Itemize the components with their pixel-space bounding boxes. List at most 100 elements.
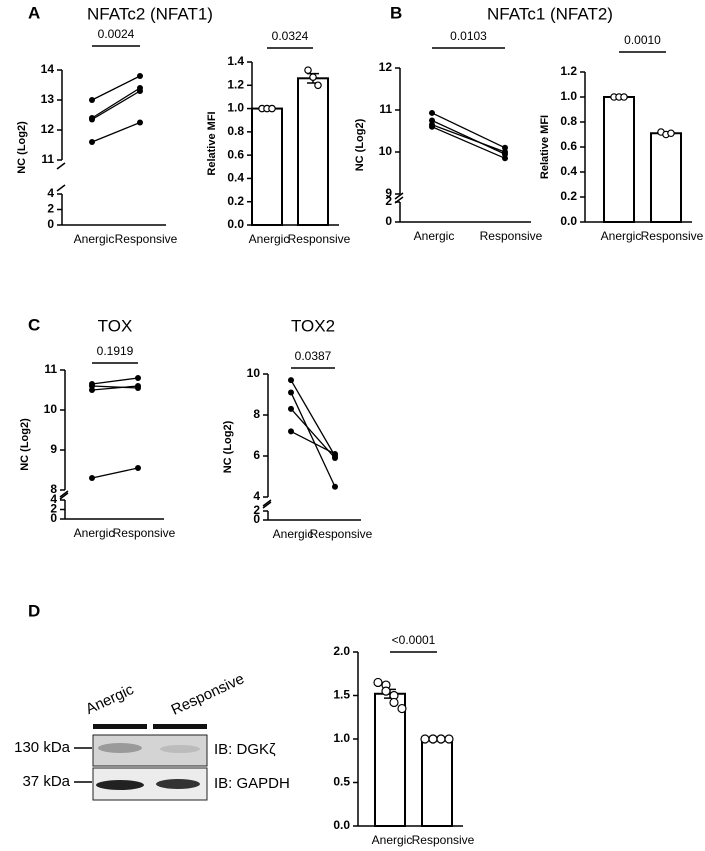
point <box>268 104 276 113</box>
band <box>160 745 200 753</box>
point <box>288 428 294 435</box>
y-tick-label: 2 <box>50 502 57 516</box>
y-tick-label: 11 <box>41 152 54 166</box>
y-tick-label: 0.4 <box>560 164 577 178</box>
y-tick-label: 8 <box>253 407 260 421</box>
x-tick-label: Responsive <box>641 229 704 243</box>
y-tick-label: 0.2 <box>560 189 577 203</box>
point <box>381 686 391 696</box>
y-tick-label: 11 <box>379 102 392 116</box>
point <box>620 93 628 101</box>
probe-label: IB: DGKζ <box>214 741 276 758</box>
point <box>397 703 407 714</box>
y-axis-label: NC (Log2) <box>16 121 28 174</box>
y-tick-label: 0 <box>253 512 260 526</box>
paired-line <box>91 467 139 479</box>
paired-line <box>431 119 506 155</box>
p-value: 0.0387 <box>295 349 332 363</box>
y-tick-label: 1.0 <box>560 89 577 103</box>
x-tick-label: Responsive <box>288 232 351 246</box>
x-tick-label: Responsive <box>412 833 475 847</box>
point <box>444 734 454 744</box>
axis-break <box>56 184 66 192</box>
lane-bar <box>93 724 147 729</box>
marker-label: 130 kDa <box>14 739 71 756</box>
y-tick-label: 9 <box>50 442 57 456</box>
y-tick-label: 0.4 <box>227 171 244 185</box>
y-tick-label: 1.2 <box>560 64 577 78</box>
panel-label: C <box>28 315 40 334</box>
axis-break <box>59 492 69 500</box>
point <box>135 383 141 389</box>
y-tick-label: 2 <box>47 202 54 216</box>
point <box>137 119 143 126</box>
point <box>436 734 446 744</box>
y-tick-label: 13 <box>41 92 55 106</box>
paired-line <box>91 87 141 119</box>
y-tick-label: 2 <box>253 503 260 517</box>
lane-bar <box>153 724 207 729</box>
y-tick-label: 0.5 <box>333 775 350 789</box>
point <box>137 73 143 79</box>
y-tick-label: 0.8 <box>227 124 244 138</box>
panel-title: NFATc1 (NFAT2) <box>487 4 613 23</box>
axis-break <box>262 499 272 507</box>
point <box>89 116 95 123</box>
x-tick-label: Anergic <box>74 526 115 540</box>
point <box>89 387 95 393</box>
y-tick-label: 4 <box>47 186 54 200</box>
axis-break <box>56 162 66 170</box>
y-tick-label: 14 <box>41 62 55 76</box>
y-axis-label: NC (Log2) <box>19 418 31 471</box>
point <box>309 73 317 81</box>
y-tick-label: 1.2 <box>227 77 244 91</box>
point <box>502 149 508 155</box>
paired-line <box>290 392 336 488</box>
y-axis-label: Relative MFI <box>206 111 218 175</box>
panel-title: NFATc2 (NFAT1) <box>87 4 213 23</box>
y-tick-label: 1.5 <box>333 688 350 702</box>
point <box>429 109 435 116</box>
y-tick-label: 9 <box>385 186 392 200</box>
x-tick-label: Responsive <box>310 527 373 541</box>
p-value: 0.0024 <box>98 27 135 41</box>
y-tick-label: 0.8 <box>560 114 577 128</box>
paired-line <box>91 377 139 385</box>
band <box>98 743 142 753</box>
y-tick-label: 4 <box>50 492 57 506</box>
x-tick-label: Anergic <box>273 527 314 541</box>
western-blot: Anergic Responsive 130 kDa 37 kDa IB: DG… <box>14 670 290 801</box>
bar <box>421 738 453 827</box>
point <box>332 455 338 462</box>
paired-line <box>91 385 139 389</box>
bar <box>251 107 283 226</box>
point <box>429 117 435 124</box>
bar <box>603 96 635 223</box>
y-tick-label: 10 <box>247 366 261 380</box>
point <box>89 139 95 145</box>
x-tick-label: Anergic <box>601 229 642 243</box>
panel-label: A <box>28 3 40 22</box>
point <box>502 155 508 162</box>
point <box>428 734 438 744</box>
y-tick-label: 6 <box>253 448 260 462</box>
paired-line <box>91 385 139 391</box>
panel-label: D <box>28 601 40 620</box>
y-tick-label: 11 <box>44 362 57 376</box>
axis-break <box>394 192 404 200</box>
p-value: <0.0001 <box>392 633 436 647</box>
y-axis-label: NC (Log2) <box>354 118 366 171</box>
y-tick-label: 0.0 <box>333 818 350 832</box>
y-tick-label: 0 <box>47 217 54 231</box>
p-value: 0.1919 <box>97 344 134 358</box>
y-tick-label: 10 <box>379 144 393 158</box>
paired-line <box>431 126 506 159</box>
y-axis-label: Relative MFI <box>539 115 551 179</box>
axis-break <box>262 501 272 509</box>
y-tick-label: 4 <box>253 489 260 503</box>
y-tick-label: 0.6 <box>560 139 577 153</box>
bar <box>650 132 682 223</box>
lane-label: Anergic <box>83 681 137 718</box>
bar <box>297 77 329 226</box>
